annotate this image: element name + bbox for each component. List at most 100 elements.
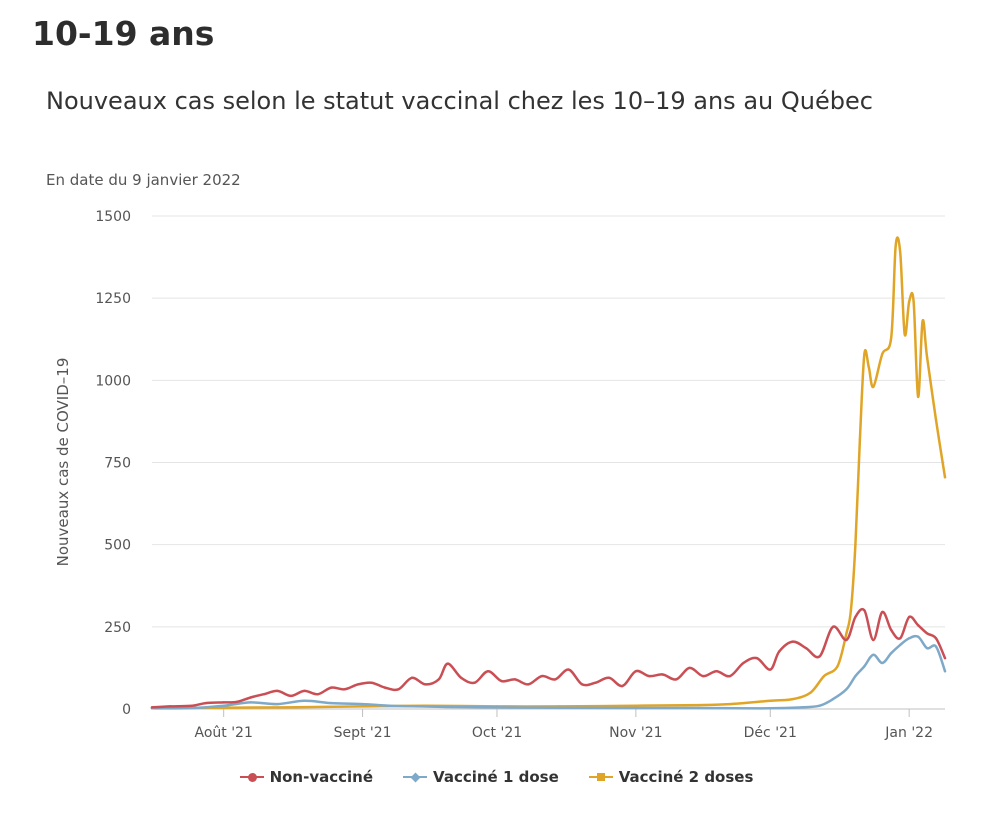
data-point (769, 699, 772, 702)
data-point (934, 637, 938, 640)
y-tick-label: 1250 (95, 291, 131, 307)
data-point (934, 645, 938, 648)
data-point (872, 385, 875, 389)
legend-diamond-icon (403, 771, 428, 783)
legend-square-icon (588, 771, 613, 783)
page-heading: 10-19 ans (32, 14, 215, 53)
data-point (343, 688, 346, 691)
data-point (854, 615, 857, 619)
data-point (303, 689, 306, 693)
y-tick-label: 250 (104, 620, 131, 636)
data-point (607, 676, 611, 679)
chart-subtitle: En date du 9 janvier 2022 (46, 171, 241, 189)
data-point (890, 628, 893, 632)
data-point (701, 674, 705, 678)
data-point (800, 706, 803, 709)
data-point (898, 643, 902, 647)
data-point (450, 705, 454, 709)
data-point (500, 679, 503, 683)
data-point (330, 686, 333, 689)
data-point (594, 681, 597, 684)
data-point (459, 676, 463, 679)
data-point (527, 683, 530, 686)
data-point (742, 661, 745, 665)
data-point (845, 638, 848, 642)
data-point (912, 300, 915, 303)
y-tick-label: 0 (122, 702, 131, 718)
legend-label: Vacciné 1 dose (433, 768, 559, 786)
data-point (410, 676, 414, 679)
data-point (634, 706, 638, 710)
data-point (845, 688, 848, 691)
data-point (316, 693, 319, 696)
data-point (890, 336, 893, 339)
data-point (168, 705, 172, 708)
data-point (898, 250, 902, 254)
data-point (621, 684, 624, 688)
data-point (276, 689, 279, 693)
data-point (249, 696, 252, 699)
data-point (191, 706, 194, 710)
data-point (285, 706, 288, 709)
data-point (437, 678, 440, 681)
data-point (778, 650, 781, 653)
series-line[interactable] (150, 236, 947, 710)
data-point (881, 661, 884, 665)
data-point (661, 673, 664, 676)
data-point (822, 674, 826, 678)
data-point (580, 683, 584, 686)
data-point (688, 666, 691, 670)
data-point (383, 686, 387, 689)
grid-lines (152, 215, 945, 717)
data-point (419, 705, 423, 708)
y-tick-label: 1500 (95, 209, 131, 225)
legend-item-1[interactable]: Vacciné 1 dose (403, 768, 559, 786)
series-0[interactable] (150, 607, 947, 709)
legend-item-0[interactable]: Non-vacciné (239, 768, 373, 786)
data-point (424, 683, 427, 686)
x-tick-labels: Août '21 Sept '21 Oct '21 Nov '21 Déc '21 Jan… (194, 725, 933, 741)
data-point (916, 623, 920, 627)
data-point (831, 697, 835, 701)
series-line[interactable] (150, 634, 947, 710)
data-point (697, 703, 700, 707)
data-point (943, 670, 947, 673)
data-point (755, 656, 759, 660)
data-point (370, 681, 373, 684)
data-point (863, 665, 866, 668)
data-point (715, 670, 718, 673)
data-point (890, 651, 893, 655)
x-tick-label: Août '21 (194, 725, 252, 741)
data-point (728, 702, 732, 706)
x-tick-label: Déc '21 (744, 725, 797, 741)
y-tick-label: 500 (104, 538, 131, 554)
x-tick-label: Sept '21 (334, 725, 392, 741)
data-point (818, 655, 821, 658)
data-point (289, 694, 293, 698)
data-point (916, 395, 920, 398)
data-point (845, 632, 848, 635)
data-point (863, 352, 866, 356)
legend-item-2[interactable]: Vacciné 2 doses (588, 768, 753, 786)
data-point (943, 656, 947, 660)
data-point (446, 662, 449, 665)
data-point (222, 706, 225, 709)
data-point (397, 688, 400, 691)
data-point (150, 706, 154, 709)
series-1[interactable] (150, 634, 947, 710)
y-tick-labels: 0 250 500 750 1000 1250 1500 (95, 209, 131, 718)
series-line[interactable] (150, 607, 947, 709)
data-point (648, 674, 651, 678)
data-point (916, 635, 920, 638)
data-point (634, 704, 638, 707)
data-point (872, 638, 875, 642)
data-point (907, 637, 911, 640)
data-point (894, 244, 897, 247)
data-point (903, 333, 906, 336)
data-point (540, 674, 543, 678)
data-point (303, 699, 306, 702)
x-tick-label: Jan '22 (884, 725, 933, 741)
data-point (921, 319, 924, 323)
x-tick-label: Nov '21 (609, 725, 662, 741)
legend-circle-icon (239, 771, 264, 783)
